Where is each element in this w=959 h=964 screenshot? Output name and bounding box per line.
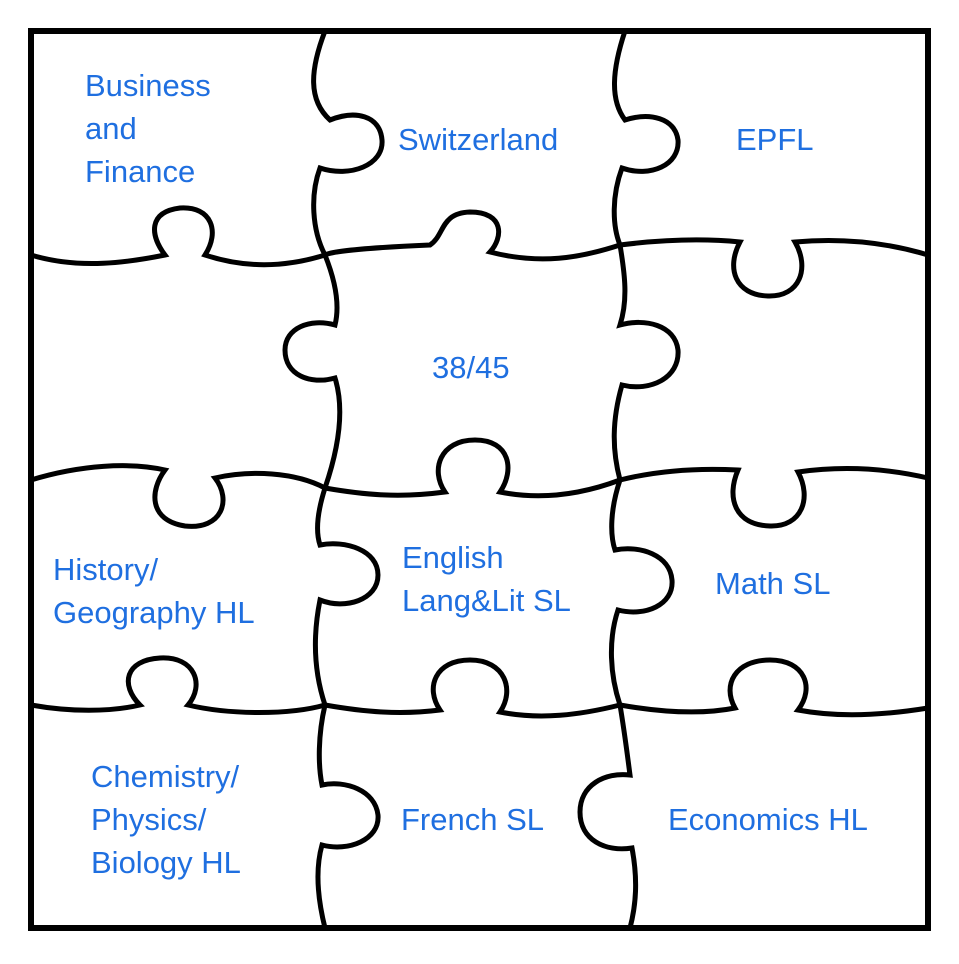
piece-label-row3-right: Math SL xyxy=(715,566,831,601)
piece-label-bottom-left: Chemistry/ Physics/ Biology HL xyxy=(91,759,241,880)
seam-horizontal-3 xyxy=(30,655,929,719)
piece-label-bottom-center: French SL xyxy=(401,802,545,837)
seam-vertical-2 xyxy=(577,30,681,929)
piece-label-top-center: Switzerland xyxy=(398,122,559,157)
piece-label-bottom-right: Economics HL xyxy=(668,802,868,837)
piece-label-top-left: Business and Finance xyxy=(85,68,211,189)
piece-label-top-right: EPFL xyxy=(736,122,814,157)
piece-label-middle-center: 38/45 xyxy=(432,350,510,385)
seam-vertical-1 xyxy=(282,30,385,929)
piece-label-row3-center: English Lang&Lit SL xyxy=(402,540,571,618)
seam-horizontal-2 xyxy=(30,437,929,529)
seam-horizontal-1 xyxy=(30,205,929,299)
piece-label-row3-left: History/ Geography HL xyxy=(53,552,255,630)
